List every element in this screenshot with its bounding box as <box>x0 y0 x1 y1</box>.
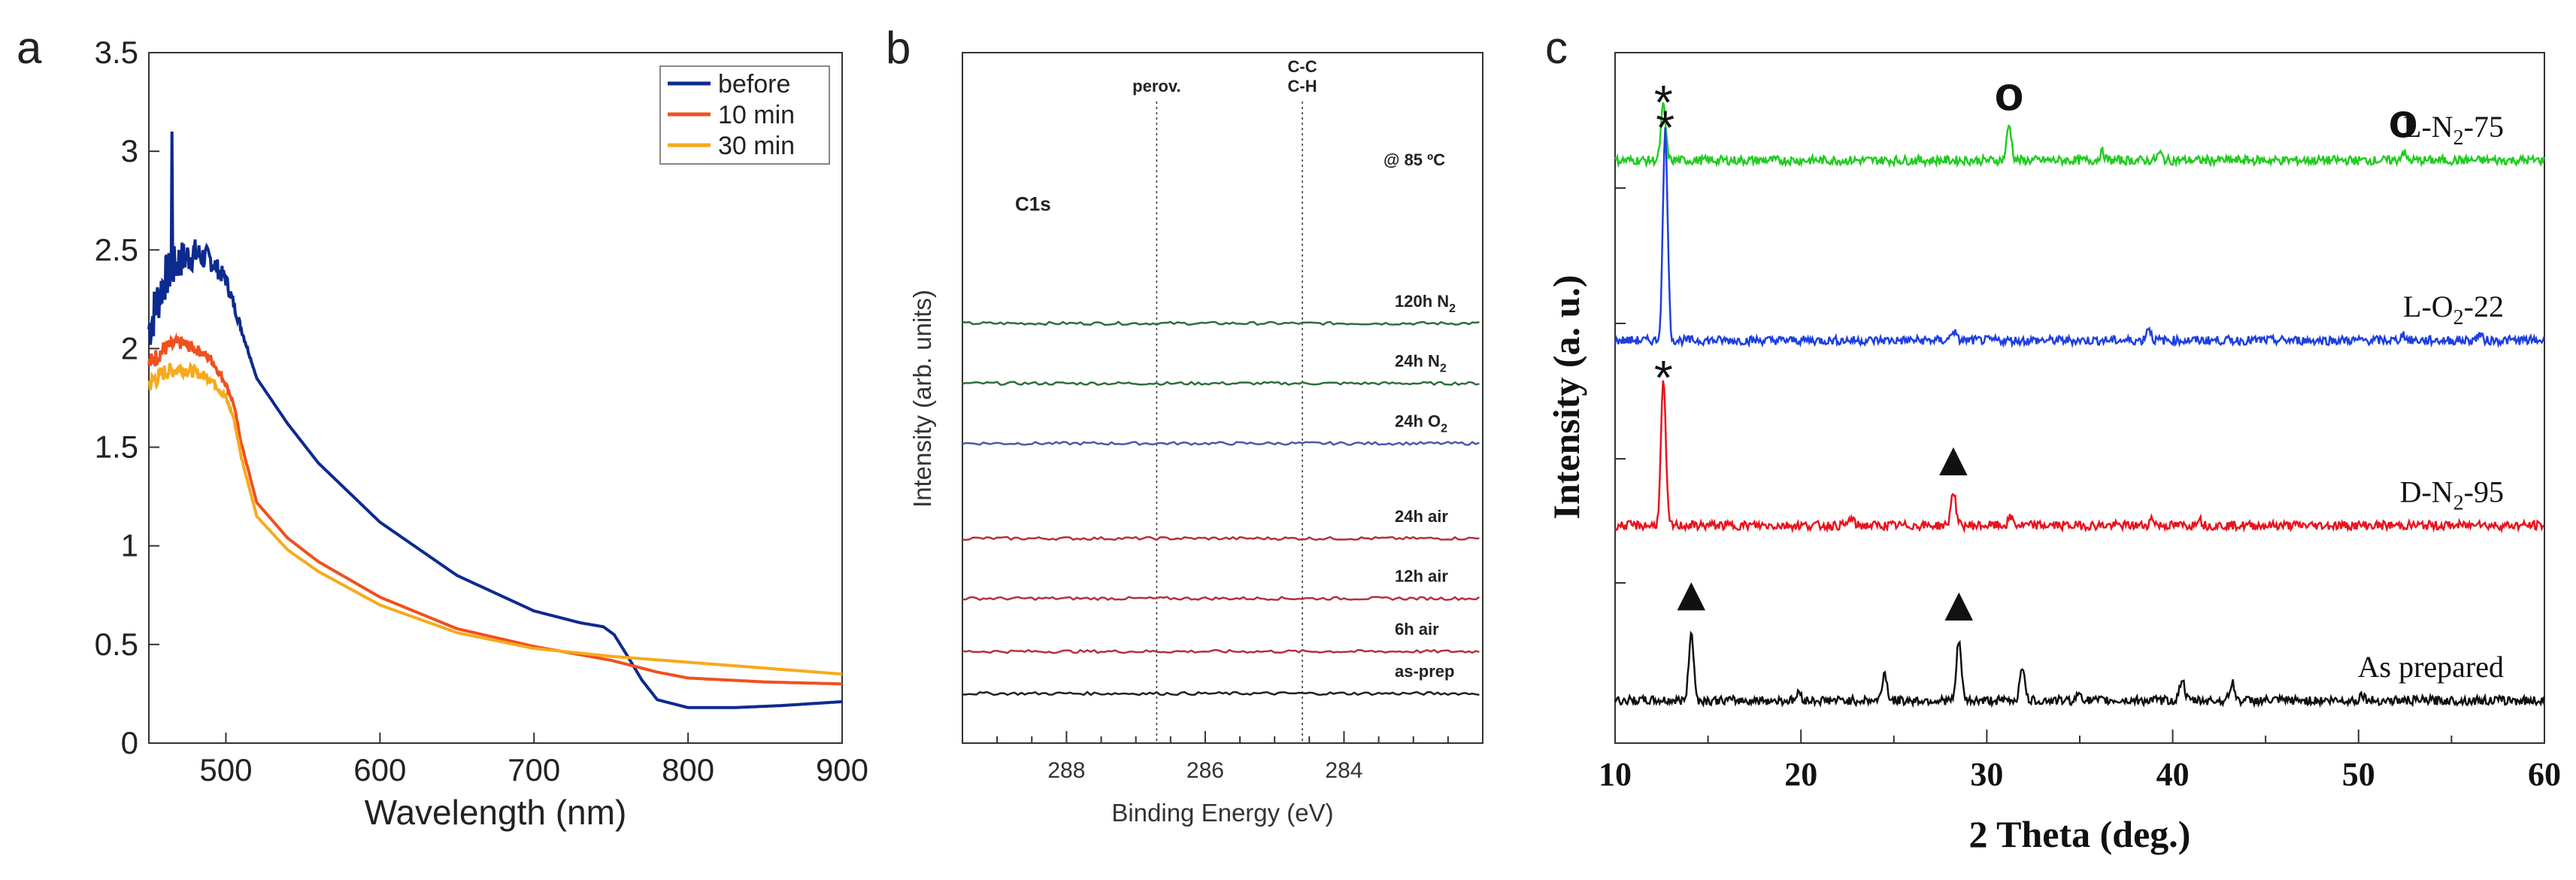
a-ytick-label: 0 <box>121 725 138 760</box>
b-series-line-6h-air <box>962 648 1480 654</box>
b-series-line-as-prep <box>962 690 1480 696</box>
c-peak-marker: ▲ <box>1935 577 1983 631</box>
panel-c-y-axis-label: Intensity (a. u.) <box>1545 275 1587 519</box>
c-series-line-d-n2-95 <box>1614 380 2544 534</box>
panel-label-c: c <box>1545 23 1568 73</box>
series-line-30-min <box>147 361 843 676</box>
b-series-label-6h-air: 6h air <box>1395 620 1439 639</box>
c-peak-marker: * <box>1656 100 1674 154</box>
a-ytick-label: 1 <box>121 528 138 563</box>
b-series-label-24h-o2: 24h O2 <box>1395 412 1447 435</box>
a-ytick-label: 0.5 <box>95 627 138 662</box>
c-peak-marker: ▲ <box>1929 432 1977 486</box>
c-peak-marker: ▲ <box>1668 567 1715 621</box>
b-series-line-12h-air <box>962 596 1480 602</box>
c-series-label-d-n2-95: D-N2-95 <box>2400 475 2504 514</box>
b-series-line-24h-air <box>962 536 1480 542</box>
c-peak-marker: * <box>1654 350 1673 405</box>
panel-a-x-axis-label: Wavelength (nm) <box>365 793 627 832</box>
panel-c-chart: 10 20 30 40 50 60 L-N2-75 L-O2-22 D-N2-95 As pre… <box>1545 52 2561 855</box>
c-peak-marker: * <box>1654 75 1673 129</box>
series-line-before <box>147 131 843 709</box>
panel-b-x-axis-label: Binding Energy (eV) <box>1111 799 1333 827</box>
a-xtick-label: 800 <box>662 752 714 787</box>
panel-label-b: b <box>886 23 911 73</box>
b-series-label-as-prep: as-prep <box>1395 662 1454 681</box>
c-xtick-label: 60 <box>2528 756 2561 793</box>
b-xtick-label: 288 <box>1047 758 1085 783</box>
panel-a-frame <box>148 52 843 744</box>
a-xtick-label: 900 <box>816 752 868 787</box>
c-series-line-l-o2-22 <box>1614 127 2545 349</box>
panel-a-legend: before 10 min 30 min <box>659 65 830 165</box>
panel-b-chart: 288 286 284 perov. C-CC-H 120h N2 24h N2 24h … <box>908 52 1483 827</box>
b-xtick-label: 286 <box>1186 758 1224 783</box>
c-series-label-l-o2-22: L-O2-22 <box>2403 290 2504 329</box>
c-series-line-l-n2-75 <box>1614 102 2545 168</box>
c-series-label-l-n2-75: L-N2-75 <box>2403 110 2504 150</box>
panel-b-frame <box>962 52 1483 744</box>
panel-b-corner-label-right: @ 85 ºC <box>1383 150 1445 169</box>
b-reference-label: perov. <box>1132 77 1180 96</box>
panel-c-x-axis-label: 2 Theta (deg.) <box>1969 813 2191 855</box>
a-ytick-label: 3 <box>121 133 138 168</box>
a-xtick-label: 500 <box>199 752 252 787</box>
c-xtick-label: 50 <box>2342 756 2375 793</box>
a-ytick-label: 2.5 <box>95 232 138 267</box>
b-series-label-12h-air: 12h air <box>1395 567 1448 586</box>
legend-label-before: before <box>718 70 790 99</box>
a-ytick-label: 1.5 <box>95 429 138 465</box>
c-xtick-label: 10 <box>1599 756 1632 793</box>
b-series-label-24h-n2: 24h N2 <box>1395 352 1447 375</box>
c-xtick-label: 20 <box>1784 756 1817 793</box>
legend-label-10-min: 10 min <box>718 101 795 129</box>
b-series-label-24h-air: 24h air <box>1395 507 1448 526</box>
a-ytick-label: 2 <box>121 330 138 366</box>
a-xtick-label: 700 <box>508 752 560 787</box>
c-series-line-as-prepared <box>1614 630 2545 709</box>
b-reference-label: C-H <box>1288 77 1317 96</box>
panel-label-a: a <box>17 23 42 73</box>
b-series-line-24h-n2 <box>962 381 1480 387</box>
c-peak-marker: o <box>1995 67 2024 121</box>
legend-label-30-min: 30 min <box>718 132 795 160</box>
c-xtick-label: 40 <box>2156 756 2190 793</box>
panel-b-corner-label-left: C1s <box>1015 193 1051 215</box>
b-reference-label: C-C <box>1288 57 1317 76</box>
a-xtick-label: 600 <box>353 752 406 787</box>
c-series-label-as-prepared: As prepared <box>2358 650 2504 684</box>
panel-b-y-axis-label: Intensity (arb. units) <box>908 290 936 508</box>
b-series-line-120h-n2 <box>962 320 1480 326</box>
b-series-label-120h-n2: 120h N2 <box>1395 292 1456 315</box>
b-xtick-label: 284 <box>1325 758 1362 783</box>
series-line-10-min <box>147 332 842 686</box>
c-peak-marker: o <box>2389 94 2418 148</box>
a-ytick-label: 3.5 <box>95 35 138 70</box>
b-series-line-24h-o2 <box>962 441 1480 446</box>
panel-a-chart: 500 600 700 800 900 0 0.5 1 1.5 2 2.5 3 3.5 before 1… <box>95 35 868 832</box>
c-xtick-label: 30 <box>1970 756 2003 793</box>
